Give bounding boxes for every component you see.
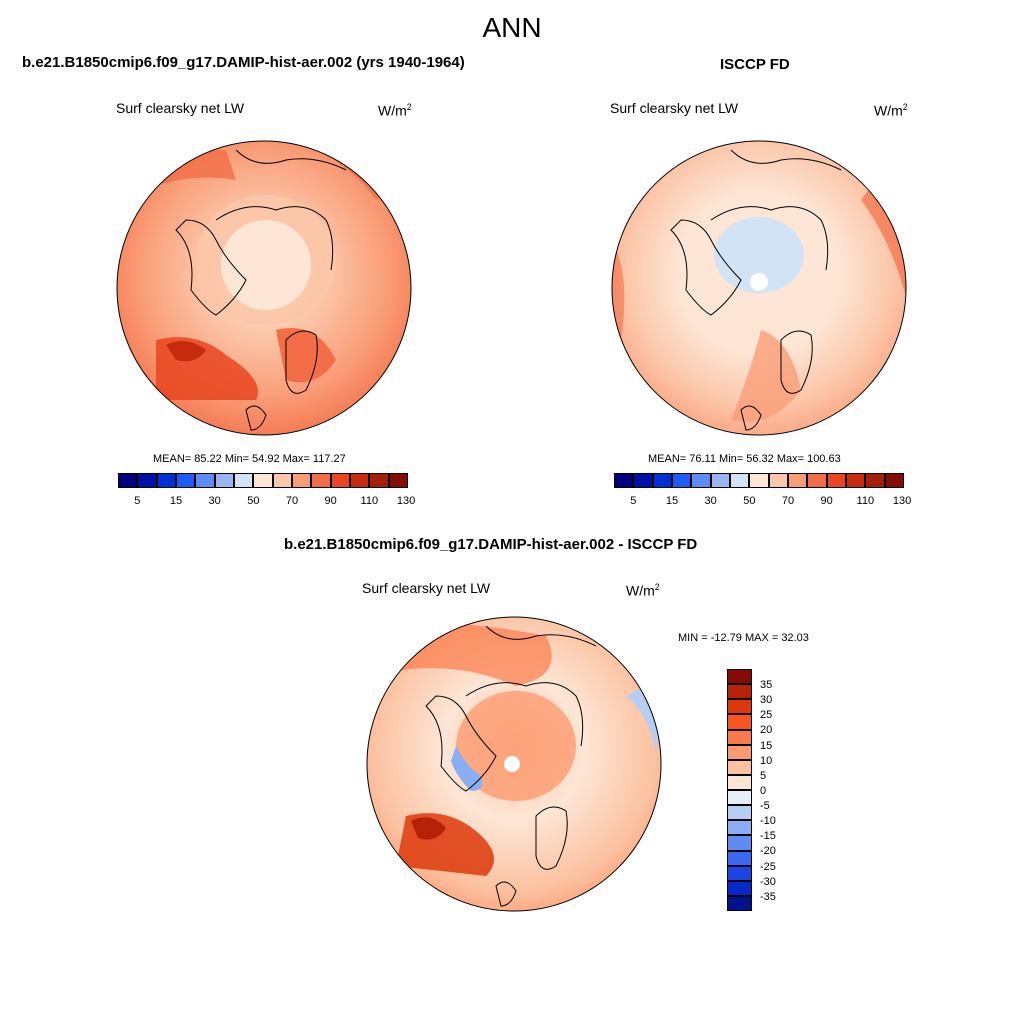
- colorbar-box: [156, 473, 176, 488]
- colorbar-tick-label: 5: [630, 495, 637, 507]
- obs-colorbar-ticks: 5 15 30 50 70 90 110 130: [614, 495, 911, 509]
- colorbar-tick-label: 90: [820, 495, 833, 507]
- diff-colorbar-box: [727, 714, 752, 730]
- diff-colorbar-tick-label: 15: [760, 739, 773, 752]
- diff-colorbar-tick-label: 20: [760, 724, 773, 737]
- colorbar-box: [730, 473, 750, 488]
- colorbar-tick-label: 110: [360, 495, 379, 507]
- diff-colorbar-tick-label: -10: [760, 815, 776, 828]
- model-polar-map: [116, 140, 412, 436]
- colorbar-box: [292, 473, 312, 488]
- obs-polar-map: [611, 140, 907, 436]
- model-stats: MEAN= 85.22 Min= 54.92 Max= 117.27: [153, 453, 346, 465]
- colorbar-box: [884, 473, 904, 488]
- colorbar-box: [272, 473, 292, 488]
- colorbar-tick-label: 50: [247, 495, 260, 507]
- diff-colorbar-box: [727, 759, 752, 775]
- colorbar-box: [350, 473, 370, 488]
- diff-colorbar-box: [727, 865, 752, 881]
- colorbar-box: [652, 473, 672, 488]
- colorbar-box: [807, 473, 827, 488]
- diff-colorbar: [727, 669, 752, 911]
- colorbar-tick-label: 130: [396, 495, 416, 507]
- colorbar-box: [846, 473, 866, 488]
- colorbar-tick-label: 15: [665, 495, 679, 507]
- colorbar-tick-label: 5: [134, 495, 141, 507]
- diff-colorbar-tick-label: -20: [760, 845, 776, 858]
- colorbar-box: [176, 473, 196, 488]
- diff-colorbar-box: [727, 790, 752, 806]
- diff-colorbar-tick-label: -5: [760, 800, 770, 812]
- obs-stats: MEAN= 76.11 Min= 56.32 Max= 100.63: [648, 453, 841, 465]
- colorbar-tick-label: 70: [781, 495, 795, 507]
- colorbar-box: [311, 473, 331, 488]
- diff-colorbar-box: [727, 850, 752, 866]
- colorbar-box: [388, 473, 408, 488]
- model-variable-label: Surf clearsky net LW: [116, 100, 245, 116]
- obs-colorbar: [614, 473, 904, 488]
- colorbar-tick-label: 70: [285, 495, 299, 507]
- diff-variable-label: Surf clearsky net LW: [362, 580, 491, 596]
- colorbar-box: [768, 473, 788, 488]
- diff-colorbar-tick-label: 25: [760, 709, 773, 722]
- diff-colorbar-tick-label: 35: [760, 679, 773, 691]
- diff-colorbar-tick-label: 10: [760, 754, 773, 767]
- diff-colorbar-ticks: 35 30 25 20 15 10 5 0 -5 -10 -15 -20 -25 -30 -35: [760, 679, 800, 905]
- colorbar-tick-label: 15: [169, 495, 183, 507]
- diff-colorbar-tick-label: 0: [760, 784, 767, 797]
- colorbar-box: [195, 473, 215, 488]
- diff-panel-title: b.e21.B1850cmip6.f09_g17.DAMIP-hist-aer.…: [284, 536, 698, 553]
- colorbar-box: [672, 473, 692, 488]
- diff-stats: MIN = -12.79 MAX = 32.03: [678, 632, 809, 644]
- diff-colorbar-box: [727, 820, 752, 836]
- diff-colorbar-tick-label: -35: [760, 890, 776, 903]
- model-units-label: W/m2: [378, 102, 412, 119]
- diff-colorbar-box: [727, 729, 752, 745]
- colorbar-box: [865, 473, 885, 488]
- obs-units-label: W/m2: [874, 102, 908, 119]
- colorbar-box: [137, 473, 157, 488]
- colorbar-box: [118, 473, 138, 488]
- diff-colorbar-box: [727, 744, 752, 760]
- colorbar-tick-label: 110: [856, 495, 875, 507]
- diff-colorbar-box: [727, 895, 752, 911]
- diff-colorbar-box: [727, 774, 752, 790]
- diff-colorbar-tick-label: 30: [760, 694, 773, 707]
- colorbar-tick-label: 90: [324, 495, 337, 507]
- diff-colorbar-box: [727, 669, 752, 685]
- colorbar-box: [749, 473, 769, 488]
- diff-colorbar-tick-label: -30: [760, 875, 776, 888]
- colorbar-box: [614, 473, 634, 488]
- diff-colorbar-tick-label: -25: [760, 860, 776, 873]
- diff-colorbar-box: [727, 699, 752, 715]
- colorbar-tick-label: 130: [892, 495, 912, 507]
- diff-units-label: W/m2: [626, 582, 660, 599]
- colorbar-box: [214, 473, 234, 488]
- model-colorbar: [118, 473, 408, 488]
- diff-colorbar-box: [727, 684, 752, 700]
- diff-polar-map: [366, 616, 662, 912]
- colorbar-box: [633, 473, 653, 488]
- colorbar-box: [234, 473, 254, 488]
- diff-colorbar-tick-label: -15: [760, 830, 776, 843]
- colorbar-box: [826, 473, 846, 488]
- colorbar-tick-label: 50: [743, 495, 756, 507]
- diff-colorbar-box: [727, 805, 752, 821]
- colorbar-box: [710, 473, 730, 488]
- colorbar-box: [788, 473, 808, 488]
- diff-colorbar-tick-label: 5: [760, 769, 767, 782]
- diff-colorbar-box: [727, 880, 752, 896]
- diff-colorbar-box: [727, 835, 752, 851]
- obs-panel-title: ISCCP FD: [720, 56, 790, 73]
- model-panel-title: b.e21.B1850cmip6.f09_g17.DAMIP-hist-aer.…: [22, 54, 465, 71]
- main-title: ANN: [482, 12, 542, 43]
- colorbar-box: [253, 473, 273, 488]
- colorbar-box: [369, 473, 389, 488]
- colorbar-tick-label: 30: [208, 495, 221, 507]
- colorbar-box: [330, 473, 350, 488]
- colorbar-tick-label: 30: [704, 495, 717, 507]
- colorbar-box: [691, 473, 711, 488]
- obs-variable-label: Surf clearsky net LW: [610, 100, 739, 116]
- model-colorbar-ticks: 5 15 30 50 70 90 110 130: [118, 495, 415, 509]
